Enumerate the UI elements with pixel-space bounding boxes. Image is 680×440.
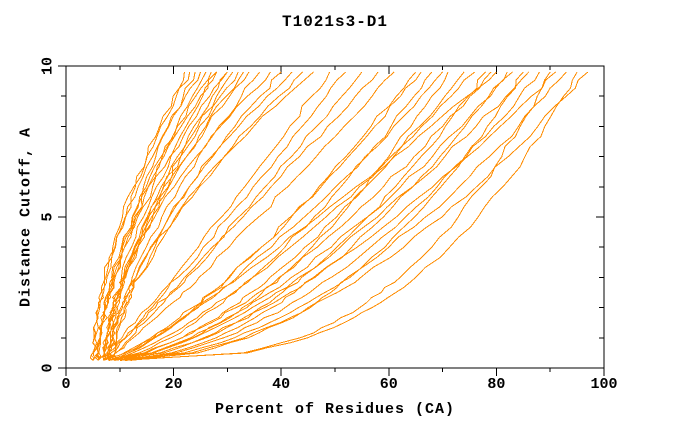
model-curve — [114, 71, 513, 361]
model-curve — [106, 71, 250, 361]
model-curve — [125, 71, 567, 361]
model-curve — [103, 71, 218, 361]
chart-title: T1021s3-D1 — [281, 13, 388, 31]
model-curve — [103, 71, 422, 361]
model-curve — [114, 71, 530, 361]
model-curve — [106, 71, 239, 361]
model-curve — [113, 71, 293, 361]
model-curve — [94, 71, 228, 361]
model-curve — [108, 71, 492, 361]
model-curve — [108, 71, 476, 361]
model-curve — [108, 71, 449, 361]
model-curve — [114, 71, 486, 361]
model-curve — [103, 71, 347, 361]
model-curve — [111, 71, 314, 361]
model-curve — [125, 71, 551, 361]
model-curve — [97, 71, 363, 361]
model-curve — [130, 71, 589, 361]
model-curve — [90, 71, 201, 361]
model-curve — [106, 71, 304, 361]
model-curve — [108, 71, 379, 361]
model-curve — [103, 71, 443, 361]
model-curve — [97, 71, 331, 361]
model-curve — [114, 71, 465, 361]
model-curve — [119, 71, 556, 361]
model-curve — [119, 71, 508, 361]
model-curve — [92, 71, 185, 361]
model-curve — [119, 71, 524, 361]
model-curve — [108, 71, 433, 361]
model-curve — [114, 71, 497, 361]
model-curve — [119, 71, 540, 361]
model-curve — [102, 71, 244, 361]
model-curve — [102, 71, 271, 361]
model-curve — [103, 71, 395, 361]
model-curve — [95, 71, 212, 361]
model-curves — [89, 71, 589, 361]
x-axis-title: Percent of Residues (CA) — [214, 401, 456, 418]
model-curve — [103, 71, 234, 361]
model-curve — [89, 71, 191, 361]
model-curve — [119, 71, 578, 361]
tick-marks — [58, 65, 605, 376]
